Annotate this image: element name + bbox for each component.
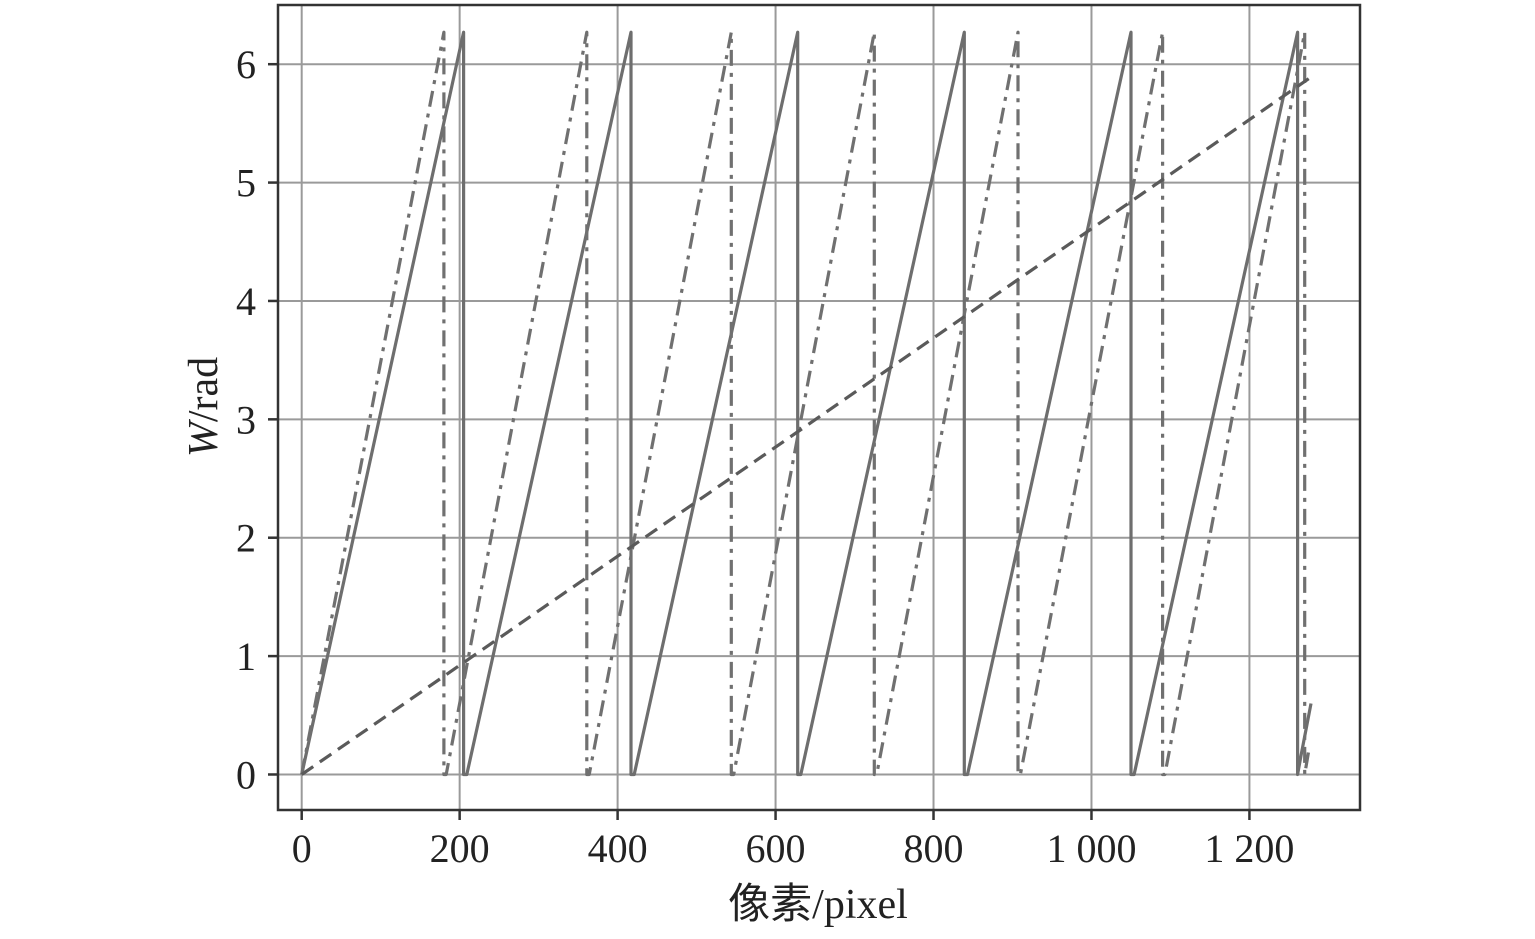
y-tick-label: 6 bbox=[236, 42, 256, 87]
x-tick-label: 1 200 bbox=[1204, 826, 1294, 871]
x-tick-label: 800 bbox=[904, 826, 964, 871]
grid bbox=[278, 5, 1360, 810]
axis-ticks bbox=[268, 62, 1251, 820]
series-line-dashdot bbox=[300, 30, 1311, 777]
x-tick-label: 1 000 bbox=[1046, 826, 1136, 871]
y-axis-title: W/rad bbox=[181, 357, 227, 457]
y-tick-label: 2 bbox=[236, 516, 256, 561]
y-tick-label: 1 bbox=[236, 634, 256, 679]
x-tick-labels: 0 200 400 600 800 1 000 1 200 bbox=[292, 826, 1295, 871]
plot-frame bbox=[276, 3, 1362, 812]
x-tick-label: 600 bbox=[746, 826, 806, 871]
x-tick-label: 200 bbox=[430, 826, 490, 871]
y-tick-label: 0 bbox=[236, 752, 256, 797]
y-tick-label: 3 bbox=[236, 397, 256, 442]
x-tick-label: 0 bbox=[292, 826, 312, 871]
y-tick-label: 4 bbox=[236, 279, 256, 324]
series-line-solid bbox=[300, 30, 1313, 777]
y-axis-title-italic: W bbox=[181, 418, 227, 457]
x-tick-label: 400 bbox=[588, 826, 648, 871]
y-axis-title-rest: /rad bbox=[181, 357, 227, 422]
y-tick-label: 5 bbox=[236, 161, 256, 206]
y-tick-labels: 0 1 2 3 4 5 6 bbox=[236, 42, 256, 797]
series-line-dashed bbox=[300, 74, 1314, 776]
series-group bbox=[300, 30, 1314, 777]
x-axis-title: 像素/pixel bbox=[728, 882, 908, 928]
